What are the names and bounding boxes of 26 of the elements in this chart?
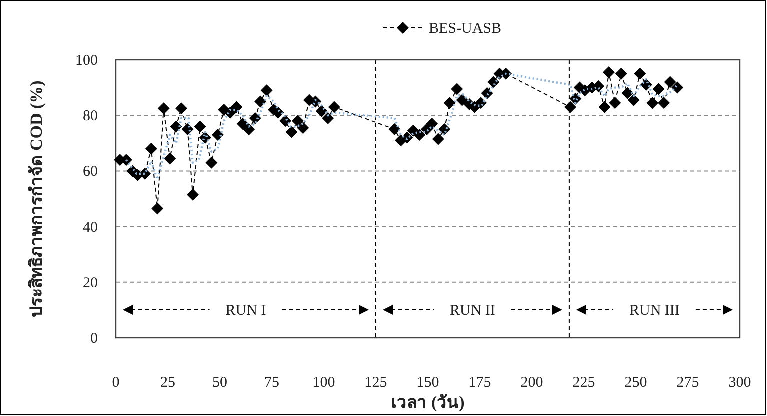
legend: BES-UASB: [382, 21, 502, 37]
y-tick-label: 40: [83, 220, 98, 236]
x-tick-label: 250: [624, 375, 648, 391]
x-tick-label: 275: [676, 375, 700, 391]
x-tick-label: 300: [728, 375, 752, 391]
x-tick-label: 75: [264, 375, 280, 391]
y-tick-label: 0: [90, 331, 98, 347]
x-tick-label: 200: [520, 375, 544, 391]
annotation: RUN I: [226, 303, 266, 319]
annotation: RUN III: [630, 303, 680, 319]
y-tick-label: 80: [83, 108, 98, 125]
x-tick-label: 25: [160, 375, 176, 391]
y-tick-label: 60: [83, 164, 98, 180]
x-tick-label: 0: [112, 375, 120, 391]
x-tick-label: 50: [212, 375, 228, 391]
x-tick-label: 100: [312, 375, 336, 391]
annotation: RUN II: [450, 303, 496, 319]
y-axis-title: ประสิทธิภาพการกำจัด COD (%): [27, 80, 46, 318]
y-tick-label: 20: [83, 275, 98, 292]
legend-label: BES-UASB: [429, 21, 502, 37]
x-axis-title: เวลา (วัน): [391, 393, 465, 412]
x-tick-label: 125: [364, 375, 388, 391]
x-tick-label: 225: [572, 375, 596, 391]
y-tick-label: 100: [76, 53, 98, 69]
x-tick-label: 175: [468, 375, 492, 391]
x-tick-label: 150: [416, 375, 440, 391]
